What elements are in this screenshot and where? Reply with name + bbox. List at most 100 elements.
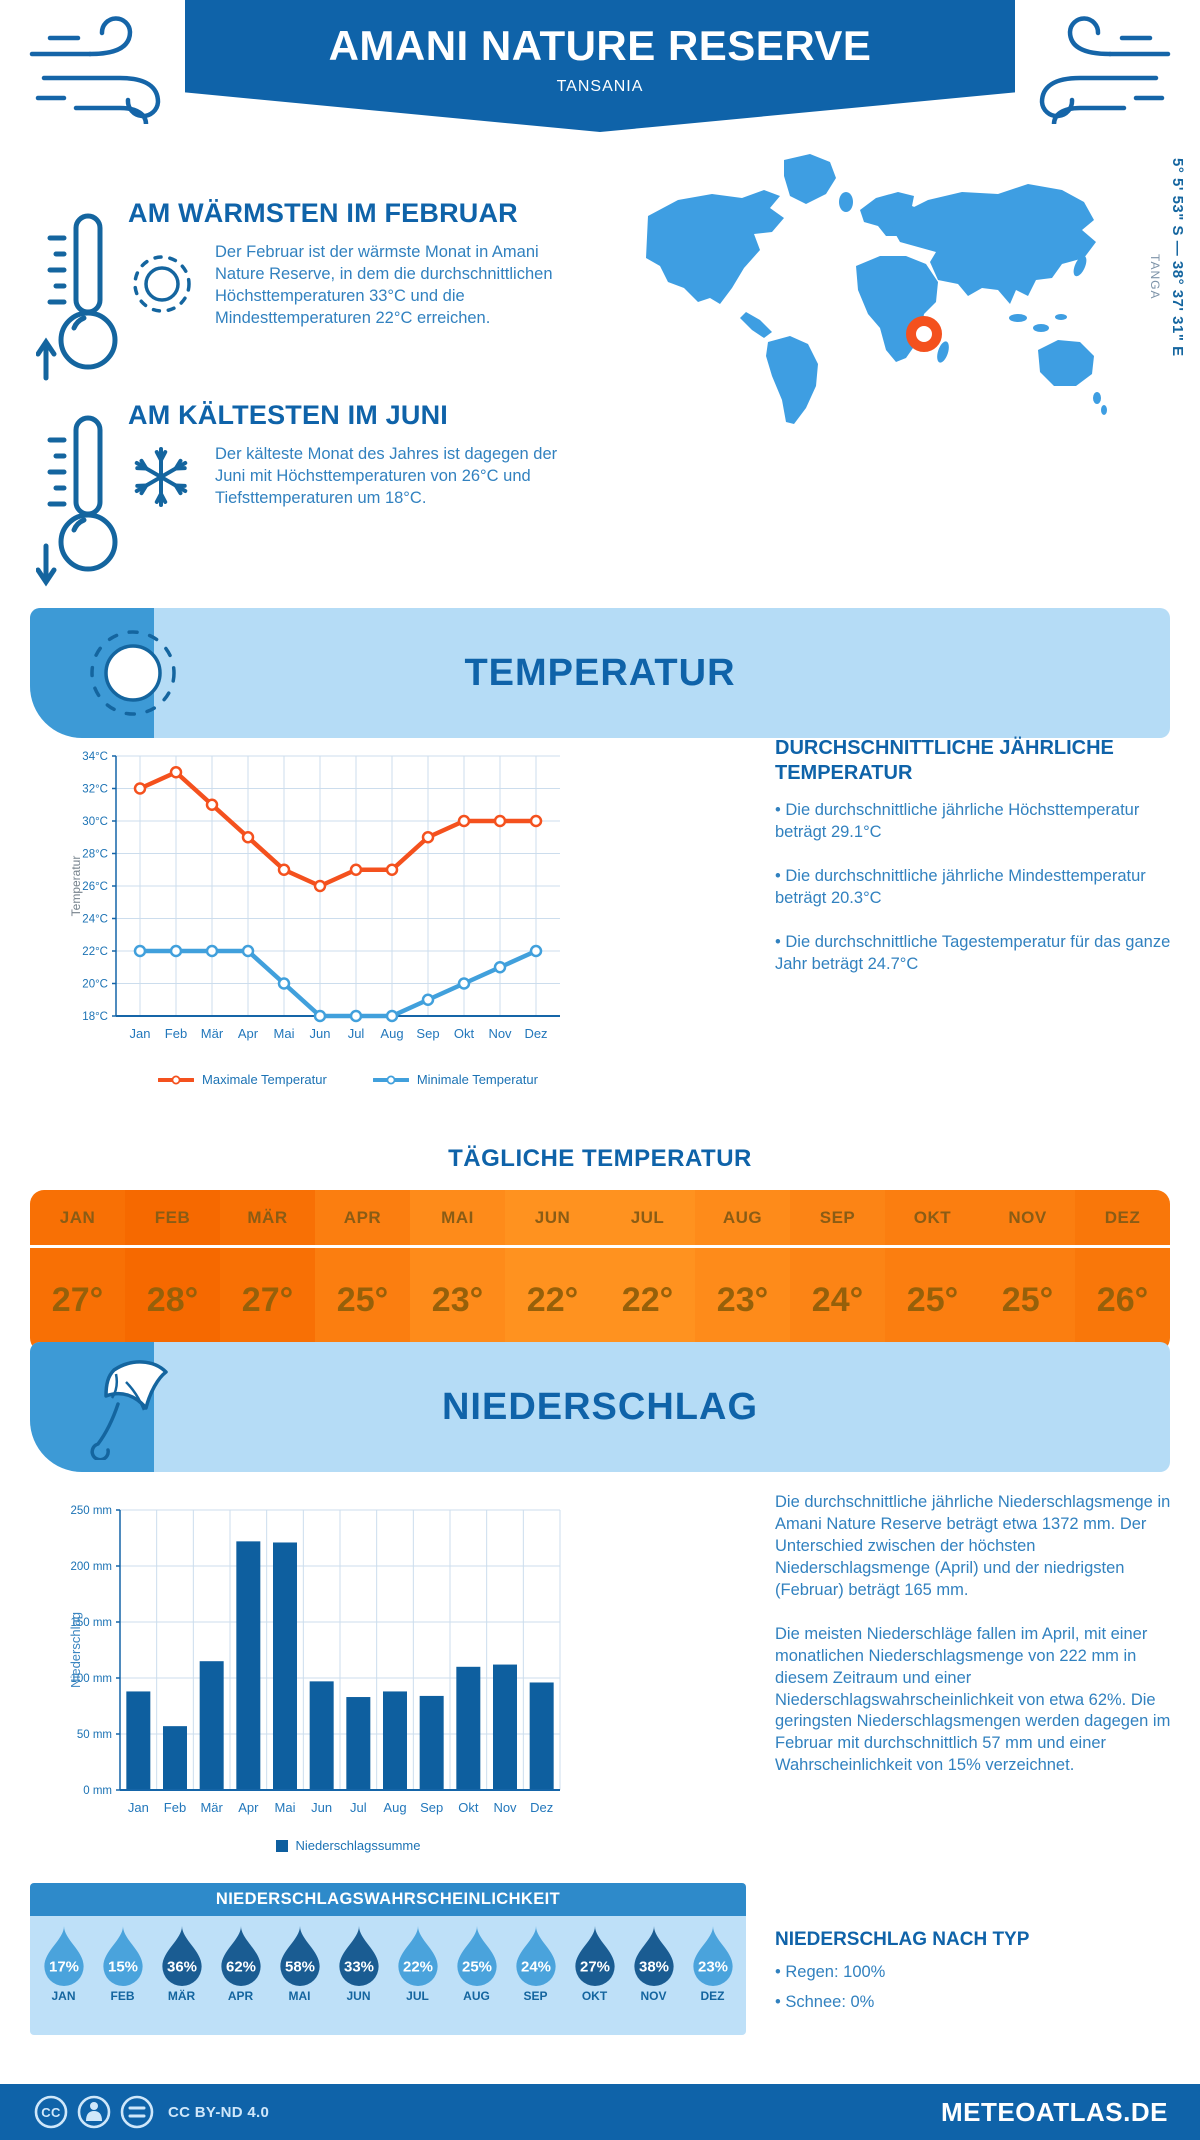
bullet-item: • Die durchschnittliche jährliche Mindes… — [775, 866, 1146, 907]
bullet-item: • Regen: 100% — [775, 1963, 886, 1981]
month-label: JUN — [505, 1190, 600, 1248]
wind-icon — [29, 16, 161, 124]
temperature-value: 27° — [241, 1280, 294, 1319]
precip-drop: 24% SEP — [506, 1916, 565, 2035]
precip-probability-panel: NIEDERSCHLAGSWAHRSCHEINLICHKEIT 17% JAN 15… — [30, 1883, 746, 2035]
svg-text:28°C: 28°C — [82, 849, 108, 861]
precipitation-legend: Niederschlagssumme — [68, 1838, 628, 1853]
svg-text:38%: 38% — [639, 1959, 669, 1976]
daily-temp-column: FEB 28° — [125, 1190, 220, 1352]
daily-temp-column: APR 25° — [315, 1190, 410, 1352]
svg-text:18°C: 18°C — [82, 1011, 108, 1023]
daily-temp-column: MÄR 27° — [220, 1190, 315, 1352]
daily-temp-column: DEZ 26° — [1075, 1190, 1170, 1352]
svg-text:58%: 58% — [285, 1959, 315, 1976]
precip-drop: 17% JAN — [34, 1916, 93, 2035]
temperature-value: 23° — [431, 1280, 484, 1319]
precip-drop: 36% MÄR — [152, 1916, 211, 2035]
annual-temp-heading: DURCHSCHNITTLICHE JÄHRLICHE TEMPERATUR — [775, 737, 1114, 784]
paragraph: Die durchschnittliche jährliche Niedersc… — [775, 1493, 1171, 1599]
svg-text:Mai: Mai — [274, 1026, 295, 1041]
month-label: NOV — [640, 1989, 667, 2003]
temperature-value: 22° — [526, 1280, 579, 1319]
precip-type-bullets: • Regen: 100% • Schnee: 0% — [775, 1962, 1173, 2022]
svg-text:Okt: Okt — [458, 1800, 479, 1815]
coldest-heading: AM KÄLTESTEN IM JUNI — [128, 400, 448, 430]
bullet-item: • Die durchschnittliche jährliche Höchst… — [775, 801, 1140, 841]
precip-bar — [419, 1695, 444, 1790]
temperature-value: 23° — [716, 1280, 769, 1319]
warmest-heading: AM WÄRMSTEN IM FEBRUAR — [128, 198, 518, 228]
month-label: OKT — [885, 1190, 980, 1248]
temperature-legend: Maximale Temperatur Minimale Temperatur — [68, 1072, 628, 1087]
month-label: APR — [227, 1989, 254, 2003]
svg-text:36%: 36% — [167, 1959, 197, 1976]
month-label: FEB — [110, 1989, 135, 2003]
data-point — [385, 1009, 399, 1023]
svg-text:Nov: Nov — [493, 1800, 517, 1815]
precipitation-bar-chart: 0 mm 50 mm 100 mm 150 mm 200 mm 250 mm Jan Feb M… — [68, 1505, 561, 1815]
month-label: JAN — [51, 1989, 76, 2003]
month-label: MAI — [288, 1989, 311, 2003]
droplet-icon: 17% — [43, 1926, 84, 1986]
svg-text:26°C: 26°C — [82, 881, 108, 893]
data-point — [421, 993, 435, 1006]
svg-text:Apr: Apr — [238, 1800, 259, 1815]
precip-type-heading: NIEDERSCHLAG NACH TYP — [775, 1929, 1030, 1950]
cc-license-icons: CC — [34, 2095, 154, 2129]
daily-temp-column: NOV 25° — [980, 1190, 1075, 1352]
location-marker — [906, 316, 942, 352]
month-label: MÄR — [220, 1190, 315, 1248]
data-point — [133, 944, 147, 958]
temperature-value: 24° — [811, 1280, 864, 1319]
svg-text:Feb: Feb — [165, 1026, 187, 1041]
svg-text:Jan: Jan — [128, 1800, 149, 1815]
data-point — [241, 944, 255, 958]
month-label: SEP — [790, 1190, 885, 1248]
data-point — [169, 766, 183, 779]
data-point — [457, 814, 471, 828]
data-point — [313, 1009, 327, 1023]
legend-item: Maximale Temperatur — [158, 1072, 327, 1087]
section-title-temperature: TEMPERATUR — [464, 651, 736, 694]
wind-icon — [1039, 16, 1171, 124]
svg-text:Sep: Sep — [420, 1800, 443, 1815]
svg-text:Temperatur: Temperatur — [69, 856, 83, 917]
region-label: TANGA — [1148, 254, 1162, 300]
svg-text:Jul: Jul — [348, 1026, 365, 1041]
svg-text:62%: 62% — [226, 1959, 256, 1976]
temperature-value: 25° — [906, 1280, 959, 1319]
svg-text:32°C: 32°C — [82, 784, 108, 796]
precip-probability-heading: NIEDERSCHLAGSWAHRSCHEINLICHKEIT — [30, 1883, 746, 1916]
svg-text:17%: 17% — [49, 1959, 79, 1976]
data-point — [385, 863, 399, 876]
month-label: OKT — [581, 1989, 608, 2003]
droplet-icon: 23% — [692, 1926, 733, 1986]
svg-text:Jun: Jun — [310, 1026, 331, 1041]
svg-text:100 mm: 100 mm — [70, 1673, 112, 1685]
month-label: JUL — [600, 1190, 695, 1248]
svg-text:20°C: 20°C — [82, 979, 108, 991]
precip-bar — [236, 1541, 261, 1790]
month-label: JUL — [406, 1989, 429, 2003]
precip-drop: 62% APR — [211, 1916, 270, 2035]
daily-temp-column: JAN 27° — [30, 1190, 125, 1352]
month-label: JUN — [346, 1989, 371, 2003]
temperature-line-chart: 18°C 20°C 22°C 24°C 26°C 28°C 30°C 32°C 34°C Jan F… — [69, 751, 560, 1041]
header-banner: AMANI NATURE RESERVE TANSANIA — [185, 0, 1015, 132]
svg-text:Feb: Feb — [164, 1800, 186, 1815]
data-point — [277, 977, 291, 990]
droplet-icon: 38% — [633, 1926, 674, 1986]
precipitation-banner: NIEDERSCHLAG — [30, 1342, 1170, 1472]
umbrella-icon — [90, 1360, 168, 1460]
coords-label: 5° 5' 53" S — 38° 37' 31" E — [1169, 158, 1186, 357]
month-label: MÄR — [167, 1989, 196, 2003]
daily-temp-table: JAN 27° FEB 28° MÄR 27° APR 25° MAI 23° JUN 22° JUL 2… — [30, 1190, 1170, 1352]
site-name: METEOATLAS.DE — [940, 2096, 1168, 2127]
month-label: DEZ — [700, 1989, 725, 2003]
svg-text:24%: 24% — [521, 1959, 551, 1976]
svg-text:250 mm: 250 mm — [70, 1505, 112, 1517]
svg-text:50 mm: 50 mm — [77, 1729, 112, 1741]
svg-text:34°C: 34°C — [82, 751, 108, 763]
svg-text:33%: 33% — [344, 1959, 374, 1976]
